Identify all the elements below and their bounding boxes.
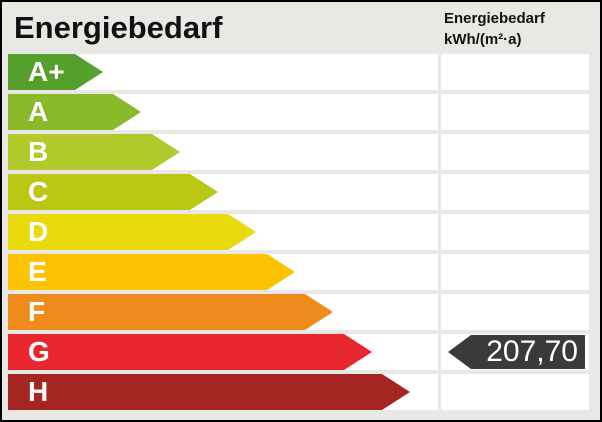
value-cell xyxy=(441,174,589,210)
scale-cell: C xyxy=(8,174,438,210)
value-cell xyxy=(441,294,589,330)
class-label: E xyxy=(28,256,47,287)
rating-row-g: G 207,70 xyxy=(8,334,600,370)
class-label: A+ xyxy=(28,56,65,87)
current-value-text: 207,70 xyxy=(486,335,578,368)
class-label: C xyxy=(28,176,49,207)
scale-cell: E xyxy=(8,254,438,290)
page-title: Energiebedarf xyxy=(14,10,223,45)
scale-cell: H xyxy=(8,374,438,410)
value-cell xyxy=(441,214,589,250)
unit-header-title: Energiebedarf xyxy=(444,10,545,27)
class-arrow: B xyxy=(8,134,180,170)
unit-header: Energiebedarf kWh/(m²·a) xyxy=(444,8,545,50)
class-label: H xyxy=(28,376,49,407)
scale-cell: B xyxy=(8,134,438,170)
class-label: B xyxy=(28,136,49,167)
rating-row-a-plus: A+ xyxy=(8,54,600,90)
class-arrow: A xyxy=(8,94,141,130)
scale-cell: A+ xyxy=(8,54,438,90)
scale-cell: G xyxy=(8,334,438,370)
rating-row-f: F xyxy=(8,294,600,330)
value-cell: 207,70 xyxy=(441,334,589,370)
class-label: A xyxy=(28,96,49,127)
rating-row-h: H xyxy=(8,374,600,410)
class-arrow: H xyxy=(8,374,410,410)
class-label: G xyxy=(28,336,50,367)
rating-rows: A+ A B xyxy=(8,54,600,414)
rating-row-c: C xyxy=(8,174,600,210)
scale-cell: F xyxy=(8,294,438,330)
unit-header-unit: kWh/(m²·a) xyxy=(444,31,522,48)
class-arrow: G xyxy=(8,334,372,370)
rating-row-b: B xyxy=(8,134,600,170)
value-cell xyxy=(441,374,589,410)
class-arrow: E xyxy=(8,254,295,290)
scale-cell: A xyxy=(8,94,438,130)
rating-row-e: E xyxy=(8,254,600,290)
value-cell xyxy=(441,94,589,130)
rating-row-a: A xyxy=(8,94,600,130)
class-arrow: F xyxy=(8,294,333,330)
rating-row-d: D xyxy=(8,214,600,250)
class-arrow: D xyxy=(8,214,256,250)
chart-header: Energiebedarf Energiebedarf kWh/(m²·a) xyxy=(2,2,600,54)
class-label: D xyxy=(28,216,49,247)
current-value-marker: 207,70 xyxy=(448,335,585,369)
class-arrow: C xyxy=(8,174,218,210)
scale-cell: D xyxy=(8,214,438,250)
value-cell xyxy=(441,54,589,90)
class-label: F xyxy=(28,296,46,327)
class-arrow: A+ xyxy=(8,54,103,90)
value-cell xyxy=(441,134,589,170)
value-cell xyxy=(441,254,589,290)
